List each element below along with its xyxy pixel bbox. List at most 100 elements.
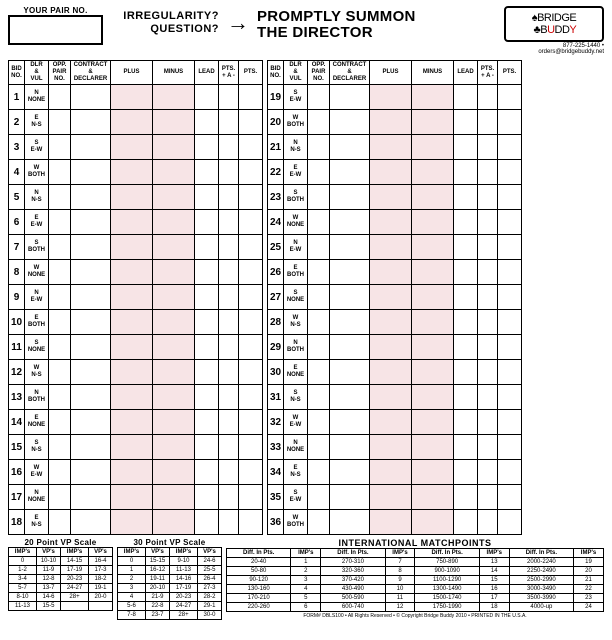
cell[interactable] bbox=[111, 360, 153, 385]
cell[interactable] bbox=[370, 210, 412, 235]
cell[interactable] bbox=[370, 285, 412, 310]
cell[interactable] bbox=[370, 460, 412, 485]
cell[interactable] bbox=[478, 135, 498, 160]
cell[interactable] bbox=[239, 510, 263, 535]
cell[interactable] bbox=[111, 185, 153, 210]
cell[interactable] bbox=[498, 510, 522, 535]
cell[interactable] bbox=[219, 135, 239, 160]
cell[interactable] bbox=[239, 285, 263, 310]
cell[interactable] bbox=[111, 210, 153, 235]
cell[interactable] bbox=[370, 485, 412, 510]
cell[interactable] bbox=[412, 335, 454, 360]
cell[interactable] bbox=[111, 510, 153, 535]
cell[interactable] bbox=[454, 335, 478, 360]
cell[interactable] bbox=[498, 235, 522, 260]
cell[interactable] bbox=[153, 210, 195, 235]
cell[interactable] bbox=[111, 410, 153, 435]
cell[interactable] bbox=[153, 435, 195, 460]
cell[interactable] bbox=[478, 235, 498, 260]
cell[interactable] bbox=[498, 110, 522, 135]
cell[interactable] bbox=[412, 285, 454, 310]
cell[interactable] bbox=[111, 85, 153, 110]
cell[interactable] bbox=[454, 235, 478, 260]
cell[interactable] bbox=[454, 85, 478, 110]
cell[interactable] bbox=[454, 460, 478, 485]
cell[interactable] bbox=[195, 335, 219, 360]
cell[interactable] bbox=[239, 260, 263, 285]
cell[interactable] bbox=[454, 110, 478, 135]
cell[interactable] bbox=[195, 510, 219, 535]
cell[interactable] bbox=[412, 235, 454, 260]
cell[interactable] bbox=[478, 185, 498, 210]
cell[interactable] bbox=[454, 410, 478, 435]
cell[interactable] bbox=[239, 360, 263, 385]
cell[interactable] bbox=[498, 160, 522, 185]
cell[interactable] bbox=[412, 385, 454, 410]
cell[interactable] bbox=[195, 160, 219, 185]
cell[interactable] bbox=[239, 85, 263, 110]
cell[interactable] bbox=[153, 235, 195, 260]
cell[interactable] bbox=[153, 160, 195, 185]
cell[interactable] bbox=[478, 435, 498, 460]
cell[interactable] bbox=[111, 460, 153, 485]
cell[interactable] bbox=[195, 385, 219, 410]
cell[interactable] bbox=[239, 385, 263, 410]
cell[interactable] bbox=[454, 485, 478, 510]
cell[interactable] bbox=[454, 160, 478, 185]
cell[interactable] bbox=[498, 460, 522, 485]
cell[interactable] bbox=[195, 460, 219, 485]
cell[interactable] bbox=[195, 185, 219, 210]
cell[interactable] bbox=[478, 160, 498, 185]
cell[interactable] bbox=[153, 485, 195, 510]
cell[interactable] bbox=[195, 210, 219, 235]
cell[interactable] bbox=[219, 160, 239, 185]
cell[interactable] bbox=[219, 110, 239, 135]
cell[interactable] bbox=[195, 135, 219, 160]
cell[interactable] bbox=[195, 360, 219, 385]
cell[interactable] bbox=[454, 385, 478, 410]
cell[interactable] bbox=[153, 460, 195, 485]
cell[interactable] bbox=[478, 210, 498, 235]
cell[interactable] bbox=[498, 385, 522, 410]
cell[interactable] bbox=[219, 310, 239, 335]
cell[interactable] bbox=[239, 335, 263, 360]
cell[interactable] bbox=[478, 260, 498, 285]
cell[interactable] bbox=[478, 385, 498, 410]
cell[interactable] bbox=[219, 485, 239, 510]
cell[interactable] bbox=[195, 235, 219, 260]
cell[interactable] bbox=[219, 210, 239, 235]
cell[interactable] bbox=[370, 260, 412, 285]
cell[interactable] bbox=[153, 410, 195, 435]
cell[interactable] bbox=[195, 435, 219, 460]
cell[interactable] bbox=[498, 435, 522, 460]
cell[interactable] bbox=[153, 135, 195, 160]
cell[interactable] bbox=[498, 285, 522, 310]
cell[interactable] bbox=[195, 310, 219, 335]
cell[interactable] bbox=[239, 460, 263, 485]
cell[interactable] bbox=[219, 410, 239, 435]
cell[interactable] bbox=[478, 110, 498, 135]
cell[interactable] bbox=[370, 235, 412, 260]
cell[interactable] bbox=[454, 310, 478, 335]
cell[interactable] bbox=[454, 185, 478, 210]
cell[interactable] bbox=[239, 410, 263, 435]
cell[interactable] bbox=[239, 310, 263, 335]
cell[interactable] bbox=[370, 135, 412, 160]
cell[interactable] bbox=[195, 260, 219, 285]
cell[interactable] bbox=[498, 85, 522, 110]
cell[interactable] bbox=[454, 360, 478, 385]
cell[interactable] bbox=[478, 410, 498, 435]
cell[interactable] bbox=[498, 335, 522, 360]
cell[interactable] bbox=[219, 285, 239, 310]
cell[interactable] bbox=[370, 85, 412, 110]
cell[interactable] bbox=[412, 510, 454, 535]
cell[interactable] bbox=[239, 435, 263, 460]
cell[interactable] bbox=[239, 160, 263, 185]
cell[interactable] bbox=[219, 185, 239, 210]
cell[interactable] bbox=[195, 485, 219, 510]
cell[interactable] bbox=[370, 185, 412, 210]
cell[interactable] bbox=[412, 410, 454, 435]
cell[interactable] bbox=[111, 335, 153, 360]
cell[interactable] bbox=[498, 210, 522, 235]
cell[interactable] bbox=[478, 85, 498, 110]
